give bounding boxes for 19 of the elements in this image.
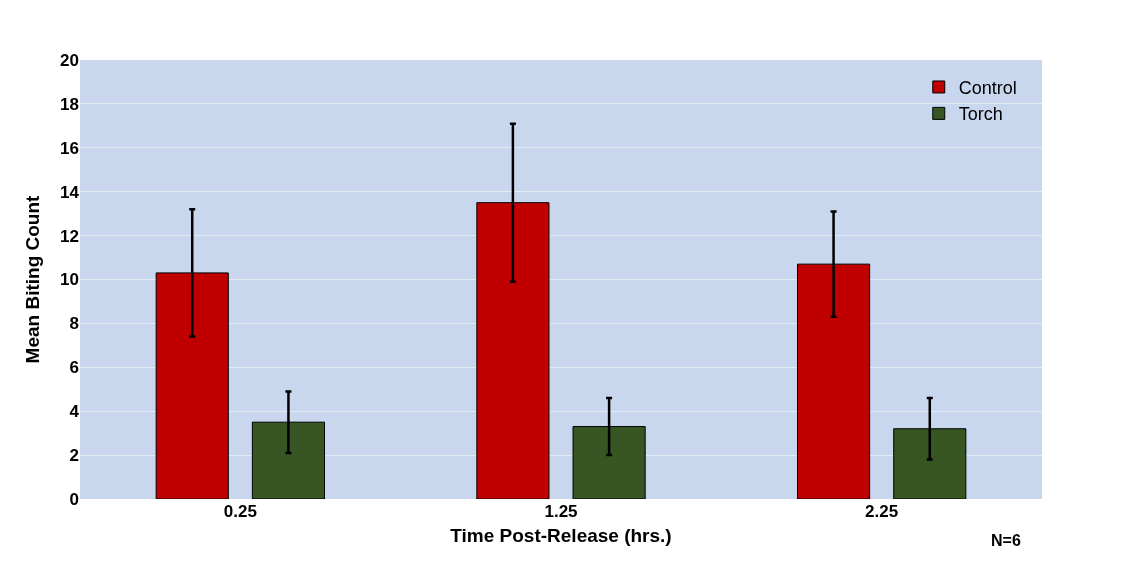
y-tick-label: 8 [69, 314, 79, 334]
y-tick-label: 14 [60, 182, 80, 202]
y-tick-label: 6 [69, 358, 79, 378]
y-tick-label: 18 [60, 94, 79, 114]
y-tick-label: 0 [69, 489, 79, 509]
y-tick-label: 4 [69, 402, 80, 422]
legend-label: Control [958, 78, 1017, 98]
y-axis-title: Mean Biting Count [21, 194, 43, 364]
text: N=6 [991, 532, 1021, 549]
y-tick-label: 2 [69, 446, 79, 466]
legend-label: Torch [958, 104, 1003, 125]
y-tick-label: 16 [60, 138, 79, 158]
x-tick-label: 1.25 [544, 502, 578, 521]
x-tick-label: 0.25 [223, 502, 257, 521]
x-tick-label: 2.25 [865, 502, 899, 521]
x-axis-title: Time Post-Release (hrs.) [450, 524, 672, 546]
y-tick-label: 12 [60, 226, 79, 246]
y-tick-label: 10 [60, 270, 79, 290]
y-tick-label: 20 [60, 50, 79, 70]
